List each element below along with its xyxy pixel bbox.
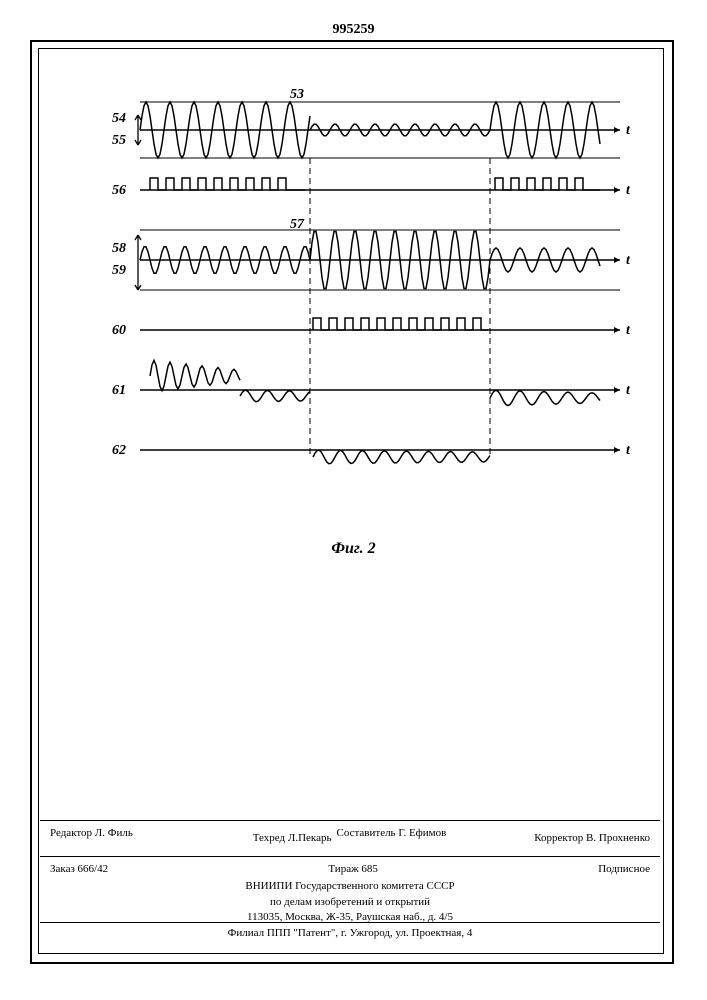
svg-text:t: t [626, 383, 631, 398]
svg-text:t: t [626, 183, 631, 198]
footer-rule-2 [40, 856, 660, 857]
compiler-text: Составитель Г. Ефимов [336, 826, 446, 841]
org2-text: по делам изобретений и открытий [40, 895, 660, 910]
svg-text:t: t [626, 253, 631, 268]
patent-number: 995259 [333, 22, 375, 38]
footer-rule-3 [40, 922, 660, 923]
svg-text:62: 62 [112, 443, 126, 458]
order-text: Заказ 666/42 [50, 862, 108, 877]
svg-text:t: t [626, 443, 631, 458]
svg-text:58: 58 [112, 241, 126, 256]
org-text: ВНИИПИ Государственного комитета СССР [40, 879, 660, 894]
footer-rule-1 [40, 820, 660, 821]
podpisnoe-text: Подписное [598, 862, 650, 877]
tirazh-text: Тираж 685 [328, 862, 378, 877]
svg-text:57: 57 [290, 217, 305, 232]
techred-text: Техред Л.Пекарь [253, 831, 332, 846]
svg-text:61: 61 [112, 383, 126, 398]
svg-text:56: 56 [112, 183, 126, 198]
figure-caption: Фиг. 2 [331, 540, 375, 558]
svg-text:t: t [626, 323, 631, 338]
svg-text:55: 55 [112, 133, 126, 148]
filial-text: Филиал ППП "Патент", г. Ужгород, ул. Про… [40, 926, 660, 941]
corrector-text: Корректор В. Прохненко [534, 831, 650, 846]
svg-text:54: 54 [112, 111, 126, 126]
editor-text: Редактор Л. Филь [50, 826, 133, 841]
svg-text:60: 60 [112, 323, 126, 338]
svg-text:53: 53 [290, 87, 304, 102]
figure-svg: t 54 55 53 t 56 t 58 59 57 t 60 t 61 t 62 [60, 80, 640, 530]
svg-text:59: 59 [112, 263, 126, 278]
footer-filial: Филиал ППП "Патент", г. Ужгород, ул. Про… [40, 926, 660, 941]
footer-block: Редактор Л. Филь Составитель Г. Ефимов Т… [40, 824, 660, 849]
svg-text:t: t [626, 123, 631, 138]
footer-block-2: Заказ 666/42 Тираж 685 Подписное ВНИИПИ … [40, 860, 660, 926]
timing-diagram: t 54 55 53 t 56 t 58 59 57 t 60 t 61 t 62 [60, 80, 640, 530]
address-text: 113035, Москва, Ж-35, Раушская наб., д. … [40, 910, 660, 925]
